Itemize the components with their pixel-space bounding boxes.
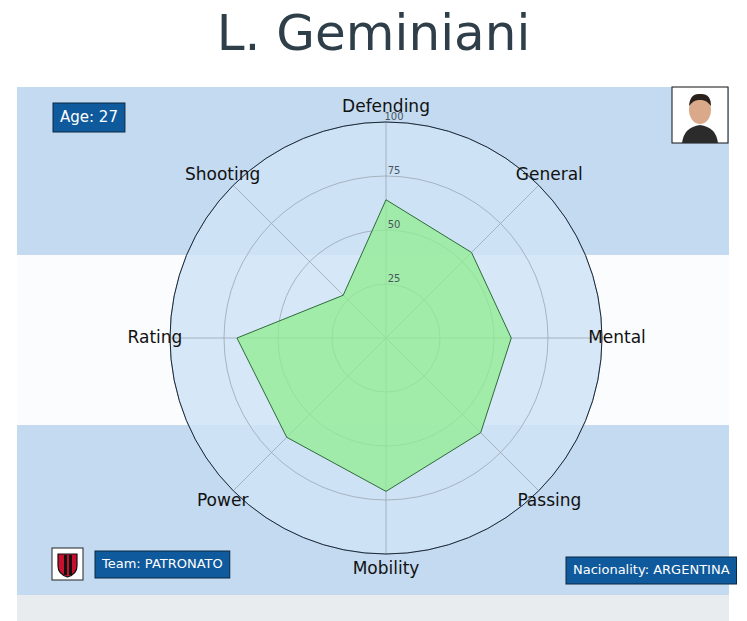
- photo-hair: [689, 94, 711, 106]
- annotation-text: Team: PATRONATO: [101, 556, 223, 571]
- badge-stripe: [69, 555, 72, 575]
- badge-shield: [58, 554, 77, 577]
- category-label: Power: [197, 490, 248, 510]
- category-label: Rating: [128, 327, 183, 347]
- category-label: Defending: [342, 96, 430, 116]
- tick-label: 25: [388, 273, 401, 284]
- plot-face: [170, 122, 602, 554]
- annotation-box: [53, 103, 125, 132]
- category-label: Mental: [588, 327, 646, 347]
- radar-area: [237, 200, 511, 492]
- annotation: Team: PATRONATO: [95, 551, 230, 578]
- annotation: Age: 27: [53, 103, 125, 132]
- annotation: Nacionality: ARGENTINA: [566, 557, 737, 584]
- marks: [237, 200, 511, 492]
- annotation-box: [95, 551, 230, 578]
- annotation-text: Age: 27: [60, 108, 118, 126]
- badge-frame: [52, 548, 83, 580]
- category-label: Shooting: [185, 164, 260, 184]
- category-label: General: [516, 164, 583, 184]
- tick-label: 50: [388, 219, 401, 230]
- outer-frame: [170, 122, 602, 554]
- tick-label: 75: [388, 165, 401, 176]
- chart-root: L. Geminiani255075100DefendingGeneralMen…: [0, 0, 747, 621]
- grid-ring: [170, 122, 602, 554]
- panel-bottom: [17, 595, 729, 621]
- annotation-box: [566, 557, 737, 584]
- background: [17, 87, 729, 621]
- grid-ring: [224, 176, 548, 500]
- photo-frame: [672, 87, 728, 143]
- team-badge: [52, 548, 83, 580]
- badge-stripe: [64, 555, 67, 575]
- annotation-text: Nacionality: ARGENTINA: [573, 562, 730, 577]
- title: L. Geminiani: [217, 4, 531, 62]
- radar: 255075100DefendingGeneralMentalPassingMo…: [128, 96, 646, 578]
- category-label: Passing: [517, 490, 581, 510]
- player-photo: [672, 87, 728, 143]
- category-label: Mobility: [353, 558, 420, 578]
- photo-shirt: [682, 125, 718, 143]
